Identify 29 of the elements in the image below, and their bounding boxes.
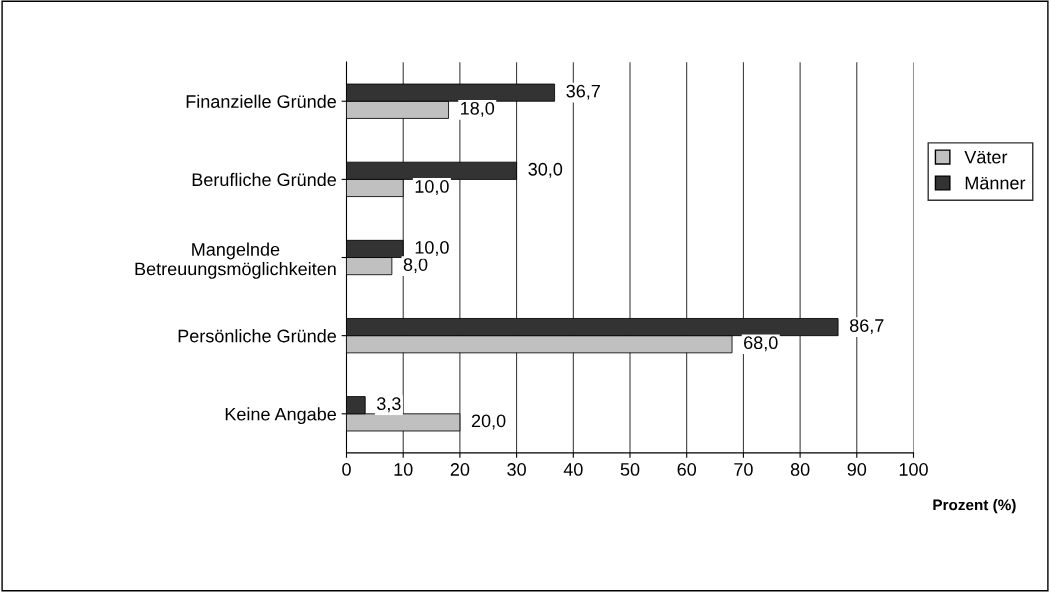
data-label: 86,7 [849, 319, 884, 335]
y-tick-label: Finanzielle Gründe [186, 94, 336, 108]
data-label: 8,0 [403, 258, 428, 274]
y-tick-label: Mangelnde Betreuungsmöglichkeiten [135, 242, 336, 279]
x-tick-label: 30 [507, 463, 526, 476]
data-label: 30,0 [528, 162, 563, 178]
data-label: 10,0 [415, 180, 449, 195]
data-label: 18,0 [461, 101, 495, 117]
x-tick-label: 50 [620, 463, 640, 476]
y-tick-label: Keine Angabe [225, 407, 336, 425]
x-tick-label: 90 [847, 463, 867, 476]
x-tick-label: 10 [394, 463, 413, 476]
data-label: 20,0 [471, 414, 506, 430]
legend-label: Männer [965, 176, 1026, 190]
x-tick-label: 0 [342, 463, 351, 476]
x-tick-label: 100 [899, 463, 928, 476]
data-label: 36,7 [566, 84, 600, 100]
data-label: 10,0 [415, 240, 449, 256]
x-tick-label: 70 [734, 463, 753, 476]
x-axis-title: Prozent (%) [933, 499, 1016, 514]
x-tick-label: 40 [563, 463, 583, 476]
x-tick-label: 20 [450, 463, 470, 476]
data-label: 3,3 [377, 397, 401, 413]
x-tick-label: 80 [790, 463, 810, 476]
data-label: 68,0 [744, 336, 778, 352]
legend-label: Väter [964, 150, 1008, 164]
y-tick-label: Persönliche Gründe [178, 329, 336, 343]
y-tick-label: Berufliche Gründe [192, 172, 336, 187]
x-tick-label: 60 [677, 463, 697, 476]
